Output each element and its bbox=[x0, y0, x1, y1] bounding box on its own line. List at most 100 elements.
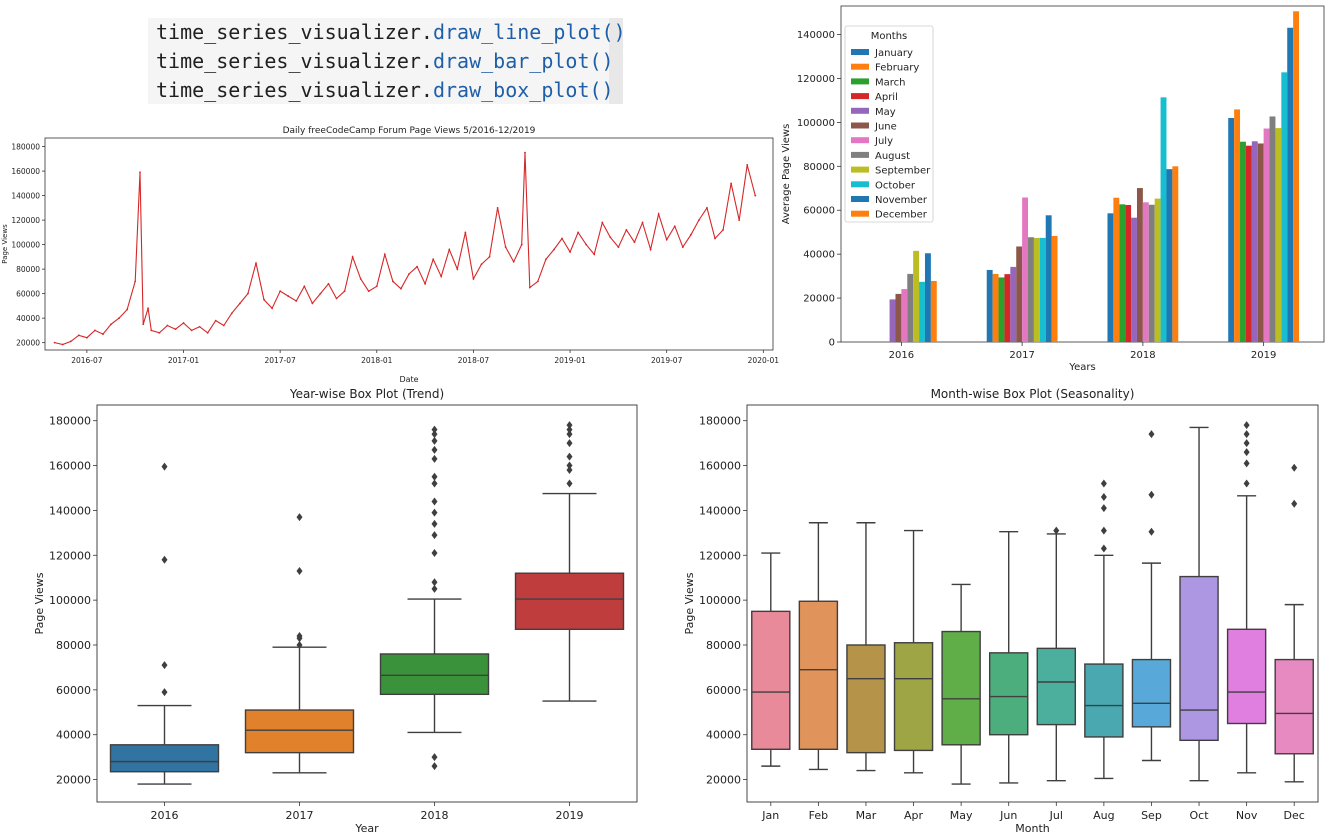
data-point bbox=[553, 248, 555, 251]
data-point bbox=[464, 231, 467, 234]
data-point bbox=[303, 285, 306, 288]
outlier-point bbox=[431, 472, 438, 481]
outlier-point bbox=[1100, 544, 1107, 553]
outlier-point bbox=[431, 753, 438, 762]
data-point bbox=[698, 219, 700, 222]
data-point bbox=[448, 248, 451, 251]
code-line-3: time_series_visualizer.draw_box_plot() bbox=[156, 78, 614, 102]
x-tick-label: 2019-01 bbox=[554, 356, 586, 365]
data-point bbox=[214, 319, 217, 322]
data-point bbox=[147, 307, 149, 310]
data-point bbox=[335, 297, 338, 300]
data-point bbox=[416, 265, 418, 268]
data-point bbox=[327, 282, 330, 285]
y-tick-label: 40000 bbox=[56, 729, 91, 742]
bar-july bbox=[1263, 128, 1270, 342]
chart-title: Month-wise Box Plot (Seasonality) bbox=[931, 387, 1135, 401]
bar-june bbox=[895, 293, 902, 342]
data-point bbox=[617, 246, 620, 248]
data-point bbox=[689, 233, 692, 236]
x-axis-label: Years bbox=[1068, 362, 1095, 373]
outlier-point bbox=[566, 421, 573, 430]
data-point bbox=[569, 251, 571, 253]
y-tick-label: 140000 bbox=[49, 504, 91, 517]
data-point bbox=[383, 253, 386, 256]
data-point bbox=[625, 229, 628, 231]
data-point bbox=[206, 331, 209, 334]
outlier-point bbox=[566, 461, 573, 470]
bar-march bbox=[998, 277, 1005, 342]
box-body bbox=[751, 610, 791, 750]
data-point bbox=[85, 336, 88, 339]
bar-september bbox=[1033, 237, 1040, 342]
data-point bbox=[456, 268, 459, 271]
legend-swatch bbox=[851, 196, 869, 202]
data-point bbox=[536, 280, 539, 283]
data-point bbox=[279, 290, 282, 293]
legend-swatch bbox=[851, 107, 869, 114]
outlier-point bbox=[1100, 479, 1107, 488]
y-tick-label: 20000 bbox=[803, 294, 835, 305]
bar-october bbox=[1281, 72, 1288, 343]
x-tick-label: 2020-01 bbox=[748, 356, 780, 365]
data-point bbox=[134, 280, 137, 283]
data-point bbox=[657, 213, 660, 215]
plot-frame bbox=[44, 137, 774, 351]
data-point bbox=[432, 258, 435, 261]
data-point bbox=[222, 324, 225, 327]
data-point bbox=[77, 334, 80, 337]
bar-august bbox=[1028, 237, 1034, 342]
line-chart: Daily freeCodeCamp Forum Page Views 5/20… bbox=[1, 126, 780, 384]
bar-april bbox=[1125, 204, 1132, 342]
bar-may bbox=[1251, 141, 1258, 342]
data-point bbox=[400, 287, 402, 290]
legend-entry: June bbox=[874, 122, 897, 133]
x-tick-label: Feb bbox=[809, 809, 828, 822]
data-point bbox=[488, 255, 491, 258]
data-point bbox=[311, 302, 314, 305]
outlier-point bbox=[296, 566, 303, 575]
box-body bbox=[1036, 647, 1077, 726]
outlier-point bbox=[161, 462, 168, 471]
outlier-point bbox=[431, 497, 438, 506]
x-tick-label: Oct bbox=[1190, 809, 1210, 822]
code-line-1: time_series_visualizer.draw_line_plot() bbox=[156, 20, 626, 44]
bar-february bbox=[1234, 109, 1241, 342]
x-tick-label: 2017 bbox=[1009, 350, 1034, 361]
outlier-point bbox=[1148, 527, 1155, 536]
year-box-chart: Year-wise Box Plot (Trend) Year Page Views… bbox=[33, 387, 638, 835]
data-point bbox=[528, 286, 531, 289]
legend-entry: March bbox=[875, 77, 905, 88]
data-point bbox=[295, 300, 298, 302]
plot-frame bbox=[96, 404, 638, 803]
data-point bbox=[166, 324, 169, 327]
data-point bbox=[359, 278, 362, 280]
y-tick-label: 40000 bbox=[706, 729, 741, 742]
data-point bbox=[230, 312, 233, 315]
y-tick-label: 20000 bbox=[56, 774, 91, 787]
bar-september bbox=[913, 250, 920, 342]
legend-entry: April bbox=[875, 92, 898, 103]
y-tick-label: 140000 bbox=[11, 192, 40, 201]
series-line bbox=[54, 152, 756, 346]
box-body bbox=[1131, 658, 1172, 728]
box-body bbox=[1226, 628, 1267, 725]
y-tick-label: 20000 bbox=[706, 774, 741, 787]
data-point bbox=[730, 182, 733, 185]
outlier-point bbox=[431, 508, 438, 517]
bar-december bbox=[930, 280, 937, 342]
code-cell-scrollbar[interactable] bbox=[609, 18, 623, 104]
y-tick-label: 120000 bbox=[11, 216, 40, 225]
data-point bbox=[408, 273, 410, 275]
x-tick-label: Aug bbox=[1093, 809, 1114, 822]
bar-june bbox=[1016, 246, 1023, 342]
data-point bbox=[665, 238, 668, 241]
x-tick-label: 2018 bbox=[421, 809, 449, 822]
data-point bbox=[118, 317, 120, 320]
code-prefix: time_series_visualizer. bbox=[156, 49, 433, 73]
outlier-point bbox=[431, 519, 438, 528]
data-point bbox=[577, 231, 580, 234]
x-tick-label: 2017 bbox=[286, 809, 314, 822]
outlier-point bbox=[161, 661, 168, 670]
data-point bbox=[110, 323, 112, 326]
